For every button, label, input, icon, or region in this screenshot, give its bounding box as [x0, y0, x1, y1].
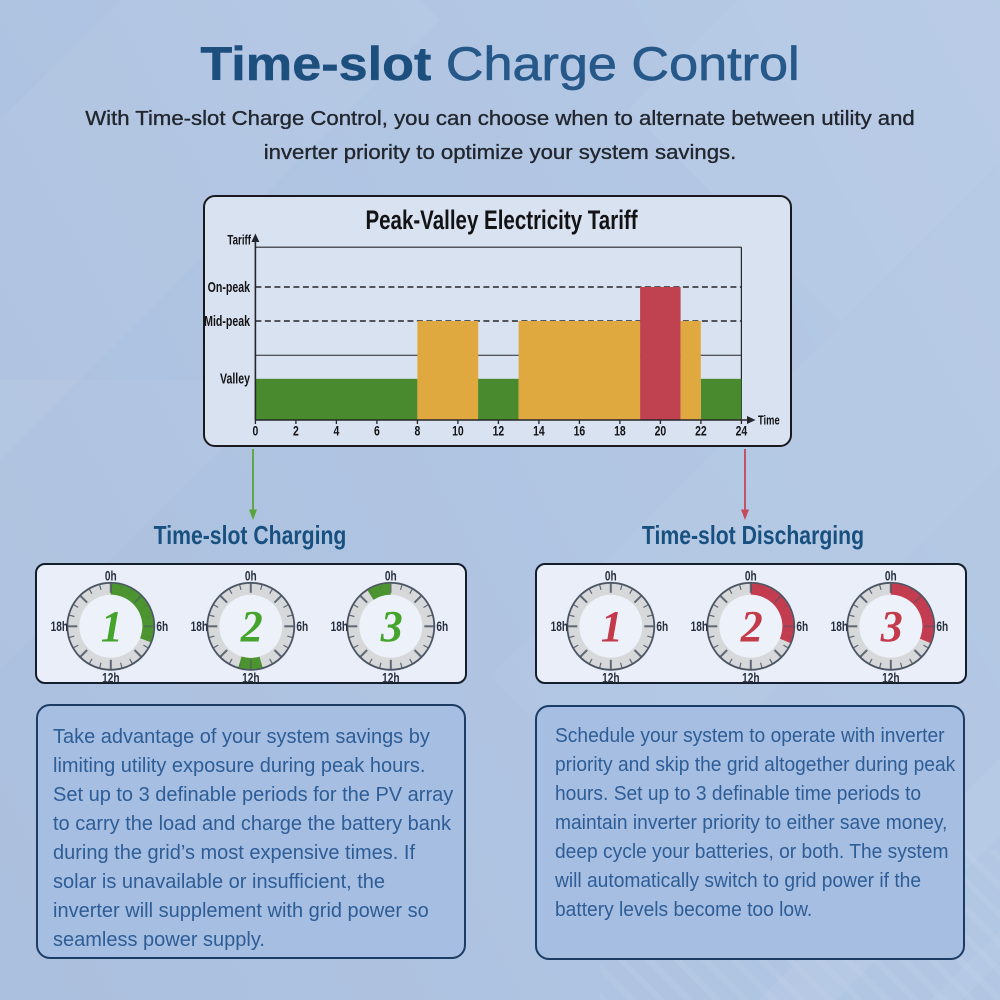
svg-text:20: 20: [655, 423, 667, 439]
svg-text:22: 22: [695, 423, 707, 439]
svg-text:18h: 18h: [831, 618, 848, 634]
svg-text:2: 2: [240, 602, 263, 651]
svg-text:16: 16: [574, 423, 586, 439]
svg-text:6h: 6h: [656, 618, 668, 634]
svg-text:6h: 6h: [436, 618, 448, 634]
svg-text:Time: Time: [758, 414, 780, 428]
svg-text:18h: 18h: [551, 618, 568, 634]
svg-text:18h: 18h: [191, 618, 208, 634]
svg-text:On-peak: On-peak: [208, 279, 251, 295]
svg-text:0h: 0h: [105, 568, 117, 584]
svg-text:18h: 18h: [331, 618, 348, 634]
svg-text:1: 1: [601, 602, 623, 651]
svg-text:12: 12: [493, 423, 505, 439]
svg-text:1: 1: [101, 602, 123, 651]
svg-text:6h: 6h: [796, 618, 808, 634]
svg-text:Valley: Valley: [220, 371, 250, 387]
svg-text:12h: 12h: [242, 670, 259, 686]
svg-text:2: 2: [740, 602, 763, 651]
svg-text:18h: 18h: [51, 618, 68, 634]
svg-text:0h: 0h: [385, 568, 397, 584]
svg-text:12h: 12h: [882, 670, 899, 686]
svg-text:6h: 6h: [296, 618, 308, 634]
svg-text:0h: 0h: [745, 568, 757, 584]
svg-text:0h: 0h: [885, 568, 897, 584]
svg-text:Peak-Valley Electricity Tariff: Peak-Valley Electricity Tariff: [365, 205, 638, 235]
svg-text:10: 10: [452, 423, 464, 439]
svg-text:12h: 12h: [382, 670, 399, 686]
svg-text:0h: 0h: [245, 568, 257, 584]
svg-text:6h: 6h: [936, 618, 948, 634]
svg-text:6h: 6h: [156, 618, 168, 634]
svg-text:3: 3: [380, 602, 403, 651]
svg-text:18: 18: [614, 423, 626, 439]
svg-text:2: 2: [293, 423, 299, 439]
svg-text:Mid-peak: Mid-peak: [204, 313, 251, 329]
svg-text:6: 6: [374, 423, 380, 439]
svg-text:4: 4: [333, 423, 339, 439]
svg-text:14: 14: [533, 423, 545, 439]
svg-text:0: 0: [252, 423, 258, 439]
svg-text:18h: 18h: [691, 618, 708, 634]
svg-text:0h: 0h: [605, 568, 617, 584]
svg-text:24: 24: [736, 423, 748, 439]
svg-text:3: 3: [880, 602, 903, 651]
svg-text:12h: 12h: [742, 670, 759, 686]
svg-text:Tariff: Tariff: [227, 233, 251, 248]
svg-text:12h: 12h: [602, 670, 619, 686]
svg-text:8: 8: [414, 423, 420, 439]
svg-text:12h: 12h: [102, 670, 119, 686]
